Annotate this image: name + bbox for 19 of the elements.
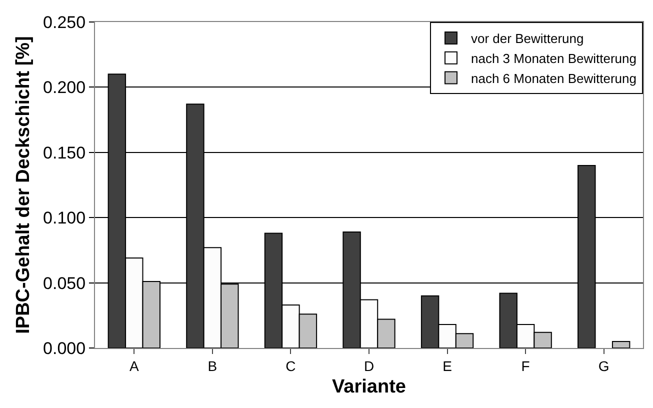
y-tick-label: 0.150 bbox=[43, 143, 86, 162]
y-tick-label: 0.100 bbox=[43, 208, 86, 228]
bar bbox=[612, 340, 630, 348]
legend-label: nach 6 Monaten Bewitterung bbox=[471, 70, 636, 86]
x-axis-title: Variante bbox=[332, 376, 406, 398]
y-tick-label: 0.200 bbox=[43, 78, 86, 98]
y-axis-title: IPBC-Gehalt der Deckschicht [%] bbox=[12, 36, 34, 334]
x-tick-label: B bbox=[208, 358, 218, 374]
y-tick-label: 0.000 bbox=[43, 338, 86, 358]
legend-label: nach 3 Monaten Bewitterung bbox=[471, 50, 636, 66]
x-tick-label: A bbox=[129, 358, 140, 374]
legend-label: vor der Bewitterung bbox=[471, 31, 584, 46]
x-tick-label: E bbox=[442, 358, 452, 374]
x-tick-label: D bbox=[364, 358, 374, 374]
x-tick-label: F bbox=[521, 358, 530, 374]
x-tick-label: G bbox=[598, 358, 610, 374]
y-tick-label: 0.050 bbox=[43, 274, 86, 293]
x-tick-label: C bbox=[286, 358, 296, 374]
y-tick-label: 0.250 bbox=[43, 12, 86, 32]
